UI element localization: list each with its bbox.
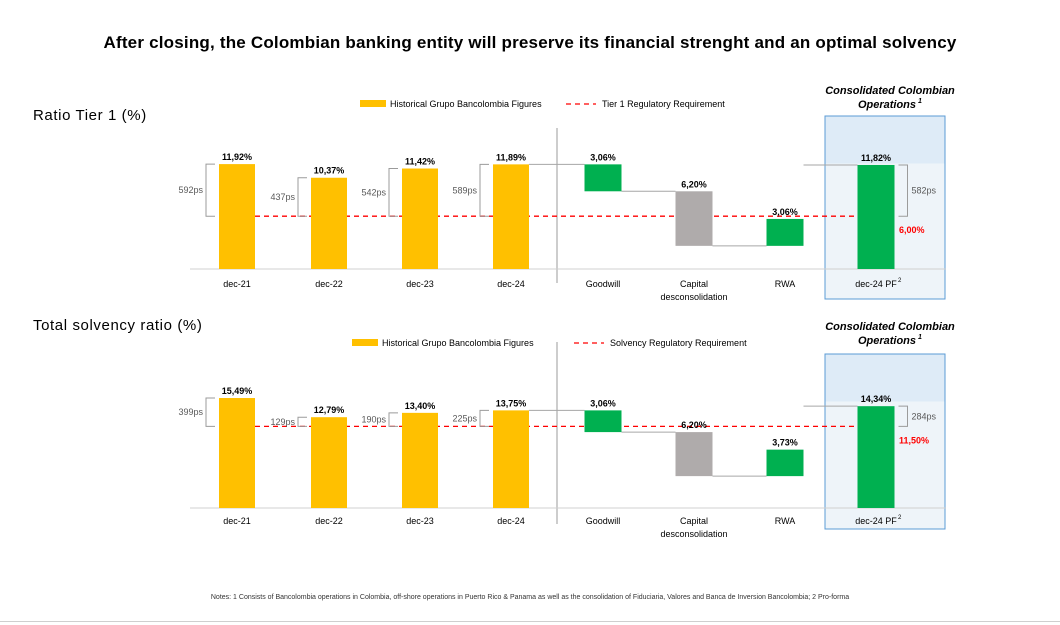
historical-bar: [219, 164, 255, 269]
gap-bracket: [388, 168, 398, 217]
requirement-value-label: 6,00%: [899, 225, 925, 235]
legend-requirement-label: Tier 1 Regulatory Requirement: [602, 99, 725, 109]
final-gap-label: 284ps: [912, 411, 937, 421]
legend-historical-label: Historical Grupo Bancolombia Figures: [382, 338, 534, 348]
x-tick-label: RWA: [775, 279, 796, 289]
final-gap-bracket: [898, 164, 908, 217]
historical-bar: [311, 177, 347, 269]
x-tick-label: dec-24 PF: [855, 279, 897, 289]
waterfall-bar: [766, 218, 804, 246]
pf-highlight-box-top: [825, 116, 945, 164]
x-tick-label: dec-22: [315, 279, 343, 289]
x-tick-label: dec-24: [497, 279, 525, 289]
historical-bar: [493, 164, 529, 269]
waterfall-value-label: 3,06%: [772, 207, 798, 217]
legend-historical-label: Historical Grupo Bancolombia Figures: [390, 99, 542, 109]
historical-bar-label: 15,49%: [222, 386, 253, 396]
gap-label: 437ps: [270, 192, 295, 202]
historical-bar: [402, 412, 438, 508]
x-tick-label: dec-21: [223, 516, 251, 526]
waterfall-bar: [857, 164, 895, 269]
historical-bar: [219, 398, 255, 508]
x-tick-label: Capital: [680, 516, 708, 526]
tier1-chart: Consolidated Colombian Operations 1 Histori…: [178, 85, 955, 302]
gap-bracket: [388, 412, 398, 427]
historical-bar: [311, 417, 347, 508]
waterfall-value-label: 3,06%: [590, 398, 616, 408]
gap-bracket: [205, 163, 215, 217]
historical-bar-label: 11,89%: [496, 152, 526, 162]
box-label-line1: Consolidated Colombian: [825, 321, 955, 333]
bottom-rule: [0, 621, 1060, 622]
x-tick-label: dec-22: [315, 516, 343, 526]
waterfall-value-label: 3,73%: [772, 438, 798, 448]
legend-historical-swatch: [360, 100, 386, 107]
historical-bar-label: 10,37%: [314, 166, 345, 176]
waterfall-bar: [584, 410, 622, 433]
x-tick-label: Goodwill: [586, 279, 621, 289]
historical-bar-label: 13,75%: [496, 398, 527, 408]
final-gap-label: 582ps: [912, 186, 937, 196]
box-label-superscript: 1: [918, 98, 922, 105]
waterfall-bar: [675, 432, 713, 477]
gap-bracket: [479, 409, 489, 427]
x-tick-label: Goodwill: [586, 516, 621, 526]
x-tick-label: dec-23: [406, 516, 434, 526]
chart-title-solvency: Total solvency ratio (%): [33, 317, 203, 334]
historical-bar-label: 11,92%: [222, 152, 252, 162]
final-gap-bracket: [898, 405, 908, 427]
x-tick-label-line2: desconsolidation: [660, 529, 727, 539]
solvency-chart: Consolidated Colombian Operations 1 Histori…: [178, 321, 955, 539]
box-label-superscript: 1: [918, 334, 922, 341]
historical-bar: [493, 410, 529, 508]
footnotes: Notes: 1 Consists of Bancolombia operati…: [210, 594, 850, 601]
x-tick-label: Capital: [680, 279, 708, 289]
gap-label: 129ps: [270, 417, 295, 427]
x-tick-label: dec-24 PF: [855, 516, 897, 526]
box-label-line1: Consolidated Colombian: [825, 85, 955, 97]
waterfall-value-label: 6,20%: [681, 179, 707, 189]
box-label-line2: Operations: [858, 99, 916, 111]
waterfall-bar: [857, 406, 895, 508]
gap-bracket: [297, 177, 307, 217]
gap-label: 542ps: [361, 187, 386, 197]
waterfall-value-label: 3,06%: [590, 152, 616, 162]
historical-bar-label: 11,42%: [405, 157, 435, 167]
x-tick-label-superscript: 2: [898, 278, 902, 284]
page-title: After closing, the Colombian banking ent…: [103, 33, 957, 52]
x-tick-label: RWA: [775, 516, 796, 526]
gap-label: 225ps: [452, 413, 477, 423]
historical-bar-label: 12,79%: [314, 405, 345, 415]
gap-bracket: [479, 163, 489, 217]
x-tick-label: dec-24: [497, 516, 525, 526]
waterfall-value-label: 14,34%: [861, 394, 892, 404]
waterfall-value-label: 11,82%: [861, 153, 891, 163]
x-tick-label: dec-23: [406, 279, 434, 289]
legend-requirement-label: Solvency Regulatory Requirement: [610, 338, 747, 348]
pf-highlight-box-top: [825, 354, 945, 402]
waterfall-bar: [675, 191, 713, 246]
x-tick-label-superscript: 2: [898, 515, 902, 521]
x-tick-label: dec-21: [223, 279, 251, 289]
gap-bracket: [205, 397, 215, 427]
legend-historical-swatch: [352, 339, 378, 346]
gap-label: 592ps: [178, 185, 203, 195]
historical-bar: [402, 168, 438, 269]
gap-bracket: [297, 416, 307, 427]
gap-label: 589ps: [452, 185, 477, 195]
box-label-line2: Operations: [858, 335, 916, 347]
historical-bar-label: 13,40%: [405, 401, 436, 411]
gap-label: 399ps: [178, 407, 203, 417]
gap-label: 190ps: [361, 415, 386, 425]
waterfall-bar: [584, 164, 622, 192]
requirement-value-label: 11,50%: [899, 435, 929, 445]
chart-title-tier1: Ratio Tier 1 (%): [33, 107, 147, 124]
waterfall-bar: [766, 449, 804, 477]
x-tick-label-line2: desconsolidation: [660, 292, 727, 302]
waterfall-value-label: 6,20%: [681, 420, 707, 430]
